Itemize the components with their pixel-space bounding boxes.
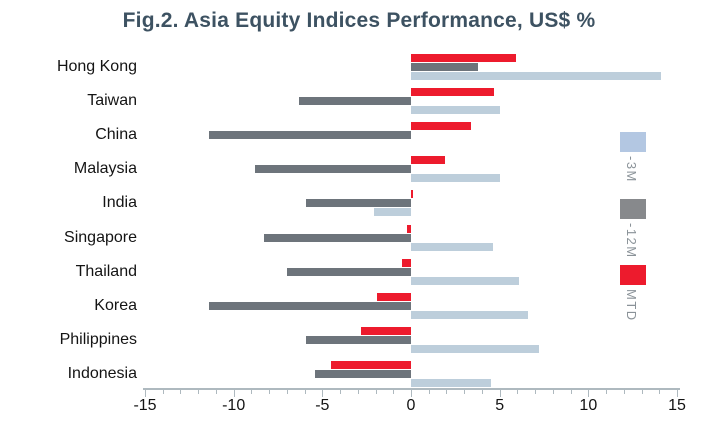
axis-tick bbox=[375, 390, 377, 394]
bar-12m-philippines bbox=[306, 335, 411, 344]
category-label: China bbox=[95, 126, 137, 144]
bar-mtd-china bbox=[411, 122, 472, 131]
axis-tick bbox=[286, 390, 288, 394]
bar-12m-hong-kong bbox=[411, 63, 479, 71]
bar-12m-singapore bbox=[263, 233, 411, 242]
bar-3m-philippines bbox=[411, 344, 539, 353]
axis-tick bbox=[481, 390, 483, 394]
legend-label: MTD bbox=[624, 289, 639, 322]
x-axis-line bbox=[143, 388, 680, 390]
bar-3m-thailand bbox=[411, 276, 520, 285]
axis-tick bbox=[251, 390, 253, 394]
category-label: Hong Kong bbox=[56, 58, 137, 75]
bar-12m-korea bbox=[208, 301, 411, 310]
bar-mtd-taiwan bbox=[411, 88, 495, 97]
bar-12m-malaysia bbox=[254, 165, 411, 174]
bar-mtd-singapore bbox=[407, 224, 411, 233]
bar-mtd-philippines bbox=[361, 326, 411, 335]
axis-tick bbox=[517, 390, 519, 394]
axis-tick bbox=[180, 390, 182, 394]
axis-tick bbox=[269, 390, 271, 394]
axis-tick-label: 10 bbox=[579, 397, 598, 414]
axis-tick bbox=[641, 390, 643, 394]
bar-mtd-indonesia bbox=[331, 360, 411, 369]
axis-tick bbox=[215, 390, 217, 394]
category-label: Taiwan bbox=[87, 92, 137, 110]
category-label: Singapore bbox=[64, 228, 137, 246]
category-label: India bbox=[102, 194, 137, 212]
axis-tick bbox=[145, 390, 146, 397]
bar-3m-hong-kong bbox=[411, 72, 662, 80]
axis-tick bbox=[446, 390, 448, 394]
axis-tick-label: 5 bbox=[495, 397, 505, 414]
category-label: Malaysia bbox=[73, 160, 137, 178]
legend-label: -12M bbox=[624, 223, 639, 259]
axis-tick bbox=[606, 390, 608, 394]
bar-mtd-thailand bbox=[402, 258, 411, 267]
axis-tick bbox=[588, 390, 590, 397]
bar-mtd-india bbox=[411, 190, 413, 199]
bar-3m-taiwan bbox=[411, 106, 500, 115]
axis-tick bbox=[535, 390, 537, 394]
category-label: Indonesia bbox=[67, 364, 137, 382]
bar-3m-indonesia bbox=[411, 378, 491, 387]
legend-swatch-12m bbox=[620, 199, 646, 219]
bar-12m-taiwan bbox=[299, 97, 411, 106]
legend-swatch-mtd bbox=[620, 265, 646, 285]
category-label: Philippines bbox=[59, 330, 137, 348]
axis-tick-label: -5 bbox=[315, 397, 330, 414]
legend-label: -3M bbox=[624, 156, 639, 183]
axis-tick bbox=[162, 390, 164, 394]
axis-tick-label: 15 bbox=[668, 397, 686, 414]
axis-tick bbox=[233, 390, 235, 397]
bar-12m-india bbox=[306, 199, 411, 208]
axis-tick bbox=[570, 390, 572, 394]
legend-swatch-3m bbox=[620, 132, 646, 152]
axis-tick bbox=[393, 390, 395, 394]
bar-12m-thailand bbox=[286, 267, 411, 276]
axis-tick bbox=[340, 390, 342, 394]
axis-tick bbox=[659, 390, 661, 394]
axis-tick bbox=[623, 390, 625, 394]
axis-tick bbox=[198, 390, 200, 394]
axis-tick-label: 0 bbox=[406, 397, 416, 414]
axis-tick bbox=[411, 390, 412, 397]
axis-tick bbox=[304, 390, 306, 394]
axis-tick bbox=[322, 390, 324, 397]
axis-tick bbox=[499, 390, 501, 397]
axis-tick-label: -15 bbox=[133, 397, 157, 414]
axis-tick bbox=[552, 390, 554, 394]
axis-tick bbox=[357, 390, 359, 394]
category-label: Thailand bbox=[75, 262, 137, 280]
category-label: Korea bbox=[94, 296, 137, 314]
axis-tick bbox=[428, 390, 430, 394]
bar-12m-china bbox=[208, 131, 411, 140]
chart-title: Fig.2. Asia Equity Indices Performance, … bbox=[122, 9, 596, 32]
bar-mtd-hong-kong bbox=[411, 54, 516, 62]
bar-3m-korea bbox=[411, 310, 529, 319]
axis-tick bbox=[677, 390, 678, 397]
bar-3m-india bbox=[373, 208, 411, 217]
axis-tick bbox=[464, 390, 466, 394]
bar-12m-indonesia bbox=[315, 369, 411, 378]
bar-3m-singapore bbox=[411, 242, 493, 251]
bar-mtd-korea bbox=[377, 292, 411, 301]
bar-3m-malaysia bbox=[411, 174, 500, 183]
bar-mtd-malaysia bbox=[411, 156, 445, 165]
axis-tick-label: -10 bbox=[222, 397, 246, 414]
